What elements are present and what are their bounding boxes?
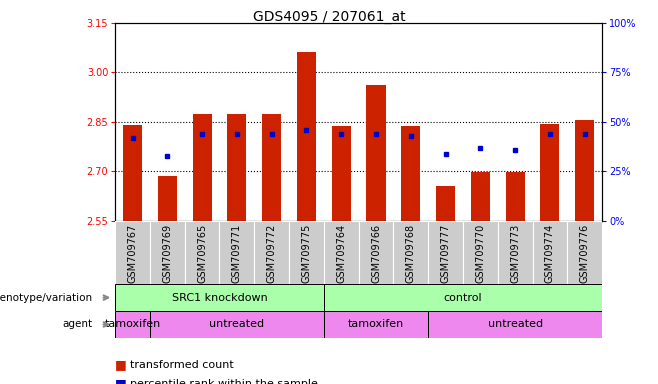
Bar [367,85,386,221]
Bar [401,126,420,221]
Bar [324,284,602,311]
Bar [297,52,316,221]
Bar [254,221,289,284]
Text: tamoxifen: tamoxifen [105,319,161,329]
Bar [463,221,497,284]
Text: SRC1 knockdown: SRC1 knockdown [172,293,267,303]
Text: GSM709769: GSM709769 [163,224,172,283]
Bar [185,221,220,284]
Text: tamoxifen: tamoxifen [348,319,404,329]
Bar [289,221,324,284]
Text: GSM709773: GSM709773 [510,224,520,283]
Bar [470,172,490,221]
Text: GSM709777: GSM709777 [441,224,451,283]
Text: GSM709768: GSM709768 [406,224,416,283]
Text: untreated: untreated [209,319,265,329]
Bar [227,114,247,221]
Bar [158,176,177,221]
Bar [324,311,428,338]
Bar [150,311,324,338]
Bar [115,221,150,284]
Bar [324,221,359,284]
Text: untreated: untreated [488,319,543,329]
Bar [262,114,281,221]
Text: GSM709767: GSM709767 [128,224,138,283]
Bar [567,221,602,284]
Bar [332,126,351,221]
Text: GSM709764: GSM709764 [336,224,346,283]
Bar [505,172,524,221]
Bar [115,284,324,311]
Text: GSM709766: GSM709766 [371,224,381,283]
Bar [575,120,594,221]
Text: GSM709771: GSM709771 [232,224,242,283]
Bar [393,221,428,284]
Text: GSM709776: GSM709776 [580,224,590,283]
Text: transformed count: transformed count [130,360,234,370]
Bar [436,186,455,221]
Bar [428,311,602,338]
Bar [532,221,567,284]
Bar [497,221,532,284]
Text: GSM709770: GSM709770 [475,224,486,283]
Text: GSM709765: GSM709765 [197,224,207,283]
Bar [123,125,142,221]
Text: ■: ■ [115,358,127,371]
Bar [150,221,185,284]
Bar [220,221,254,284]
Text: GSM709772: GSM709772 [266,224,276,283]
Text: GDS4095 / 207061_at: GDS4095 / 207061_at [253,10,405,23]
Text: agent: agent [62,319,92,329]
Bar [540,124,559,221]
Text: GSM709774: GSM709774 [545,224,555,283]
Bar [193,114,212,221]
Text: GSM709775: GSM709775 [301,224,311,283]
Bar [428,221,463,284]
Bar [359,221,393,284]
Text: percentile rank within the sample: percentile rank within the sample [130,379,318,384]
Text: control: control [443,293,482,303]
Text: ■: ■ [115,377,127,384]
Bar [115,311,150,338]
Text: genotype/variation: genotype/variation [0,293,92,303]
